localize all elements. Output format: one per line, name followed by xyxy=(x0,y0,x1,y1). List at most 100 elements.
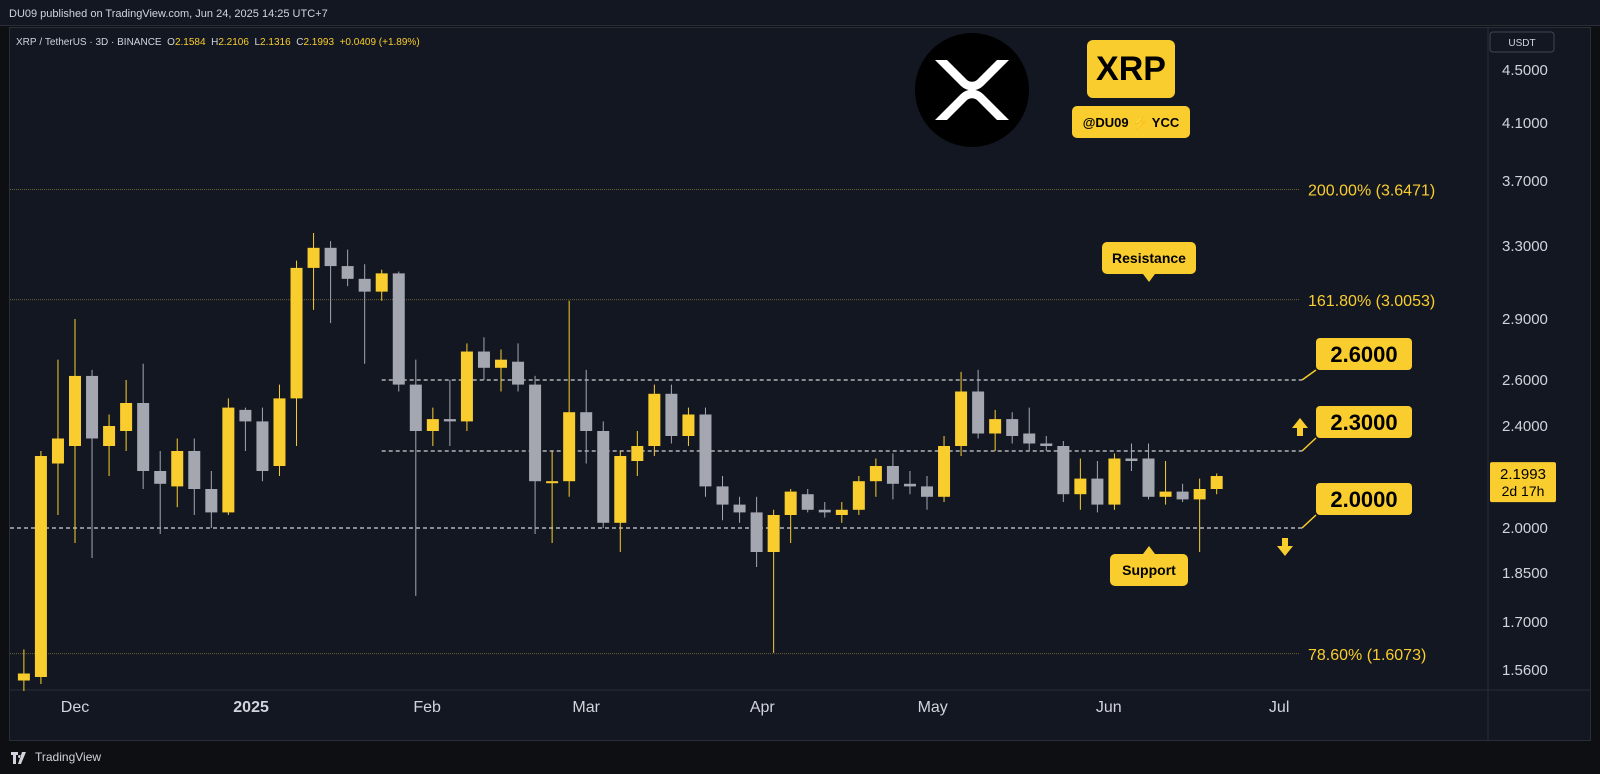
published-header: DU09 published on TradingView.com, Jun 2… xyxy=(0,0,1600,26)
last-price-marker xyxy=(1490,462,1556,503)
candle-body[interactable] xyxy=(154,471,167,484)
arrow-up-icon xyxy=(1292,418,1308,436)
arrow-down-icon xyxy=(1277,538,1293,556)
candle-body[interactable] xyxy=(648,393,661,446)
candle-body[interactable] xyxy=(375,273,388,292)
xrp-badge-label: XRP xyxy=(1096,50,1166,88)
candle-body[interactable] xyxy=(426,419,439,431)
candle-body[interactable] xyxy=(1142,458,1155,497)
last-price-countdown: 2d 17h xyxy=(1502,483,1545,499)
last-price-value: 2.1993 xyxy=(1500,466,1546,483)
candle-body[interactable] xyxy=(784,491,797,515)
candle-body[interactable] xyxy=(86,375,99,439)
candle-body[interactable] xyxy=(852,481,865,510)
candle-body[interactable] xyxy=(392,273,405,385)
candle-body[interactable] xyxy=(34,456,47,677)
footer-brand: TradingView xyxy=(35,750,102,764)
candle-body[interactable] xyxy=(989,419,1002,434)
candle-body[interactable] xyxy=(1193,489,1206,500)
candle-body[interactable] xyxy=(682,414,695,437)
fib-label-0: 200.00% (3.6471) xyxy=(1308,183,1435,200)
candle-body[interactable] xyxy=(239,409,252,422)
candle-body[interactable] xyxy=(921,486,933,497)
candle-body[interactable] xyxy=(17,673,30,681)
candle-body[interactable] xyxy=(1108,458,1121,505)
ohlc-l-label: L xyxy=(254,37,260,48)
candle-body[interactable] xyxy=(818,509,831,513)
candle-body[interactable] xyxy=(801,494,814,510)
time-tick-label: Jun xyxy=(1096,699,1122,716)
candle-body[interactable] xyxy=(409,384,422,431)
candle-body[interactable] xyxy=(1023,433,1036,444)
candle-body[interactable] xyxy=(120,403,133,431)
candle-body[interactable] xyxy=(51,438,64,464)
candle-body[interactable] xyxy=(171,451,184,487)
candle-body[interactable] xyxy=(750,512,763,552)
candle-body[interactable] xyxy=(546,481,559,484)
candle-body[interactable] xyxy=(341,266,354,279)
candle-body[interactable] xyxy=(1057,446,1070,495)
candle-body[interactable] xyxy=(307,247,320,268)
resistance-label: Resistance xyxy=(1112,250,1186,266)
level-tag-2 xyxy=(1316,483,1412,515)
footer: TradingView xyxy=(0,741,1600,774)
resistance-callout xyxy=(1102,242,1196,274)
candle-body[interactable] xyxy=(1074,478,1087,495)
candle-body[interactable] xyxy=(767,515,780,552)
support-pointer xyxy=(1143,546,1155,554)
candle-body[interactable] xyxy=(460,351,473,422)
candle-body[interactable] xyxy=(103,426,116,446)
candle-body[interactable] xyxy=(903,483,916,487)
currency-button[interactable] xyxy=(1489,31,1555,53)
candle-body[interactable] xyxy=(938,446,951,497)
candle-body[interactable] xyxy=(1091,478,1104,505)
candle-body[interactable] xyxy=(972,391,985,434)
candle-body[interactable] xyxy=(597,431,610,523)
ohlc-c-label: C xyxy=(296,37,303,48)
candle-body[interactable] xyxy=(955,391,968,447)
candle-body[interactable] xyxy=(529,384,542,482)
candle-body[interactable] xyxy=(137,403,150,471)
support-label: Support xyxy=(1122,562,1176,578)
candle-body[interactable] xyxy=(580,412,593,431)
candle-body[interactable] xyxy=(1040,443,1053,447)
candle-body[interactable] xyxy=(1125,458,1138,462)
candle-body[interactable] xyxy=(614,456,627,523)
candle-body[interactable] xyxy=(188,451,201,489)
chart-frame[interactable]: 200.00% (3.6471) 161.80% (3.0053) 78.60% (… xyxy=(9,27,1591,741)
ohlc-o-label: O xyxy=(167,37,175,48)
candle-body[interactable] xyxy=(273,398,286,466)
price-tick-label: 1.5600 xyxy=(1502,662,1548,679)
candle-body[interactable] xyxy=(443,419,456,422)
candle-body[interactable] xyxy=(886,466,899,484)
author-tag-label: @DU09 ⚡ YCC xyxy=(1083,115,1180,131)
level-tag-pointer-1 xyxy=(1301,437,1317,452)
xrp-logo-bottom xyxy=(935,89,1009,120)
candle-body[interactable] xyxy=(324,247,337,267)
candle-body[interactable] xyxy=(477,351,490,368)
candle-body[interactable] xyxy=(631,446,644,461)
candle-body[interactable] xyxy=(222,407,235,513)
candle-body[interactable] xyxy=(835,509,848,515)
candle-body[interactable] xyxy=(1006,419,1019,436)
author-tag xyxy=(1072,106,1190,138)
candle-body[interactable] xyxy=(495,359,507,368)
candle-body[interactable] xyxy=(1159,491,1172,497)
candle-body[interactable] xyxy=(205,489,218,513)
candle-body[interactable] xyxy=(869,466,882,482)
candle-body[interactable] xyxy=(716,486,729,505)
tradingview-logo[interactable]: TradingView xyxy=(11,741,101,774)
candle-body[interactable] xyxy=(563,412,576,482)
level-tag-0 xyxy=(1316,338,1412,370)
candle-body[interactable] xyxy=(512,361,525,385)
candle-body[interactable] xyxy=(290,267,303,399)
candle-body[interactable] xyxy=(256,421,269,471)
candle-body[interactable] xyxy=(733,504,746,513)
candle-body[interactable] xyxy=(1210,476,1223,489)
candle-body[interactable] xyxy=(69,375,81,446)
candle-body[interactable] xyxy=(699,414,712,487)
price-chart[interactable]: 200.00% (3.6471) 161.80% (3.0053) 78.60% (… xyxy=(10,28,1590,740)
candle-body[interactable] xyxy=(1176,491,1189,500)
candle-body[interactable] xyxy=(665,393,678,436)
candle-body[interactable] xyxy=(358,278,371,292)
